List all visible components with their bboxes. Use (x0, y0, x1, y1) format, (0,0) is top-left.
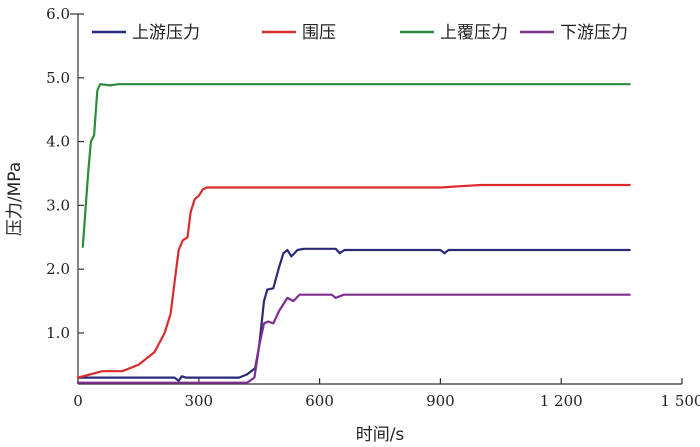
axes (70, 13, 682, 385)
y-tick-label: 2.0 (46, 260, 70, 278)
x-tick-label: 0 (73, 392, 83, 410)
legend-label-1: 上游压力 (132, 23, 200, 43)
legend-label-4: 下游压力 (560, 23, 628, 43)
x-tick-label: 600 (305, 392, 334, 410)
y-tick-label: 3.0 (46, 196, 70, 214)
legend: 上游压力 围压 上覆压力 下游压力 (92, 23, 628, 43)
y-axis-title: 压力/MPa (5, 162, 25, 236)
x-ticks: 0 300 600 900 1 200 1 500 (73, 378, 700, 410)
series-line-2 (76, 183, 631, 379)
y-tick-label: 5.0 (46, 69, 70, 87)
x-tick-label: 1 500 (661, 392, 700, 410)
series-line-4 (76, 293, 631, 384)
series-line-3 (81, 83, 631, 248)
y-ticks: 1.0 2.0 3.0 4.0 5.0 6.0 (46, 5, 84, 342)
x-tick-label: 300 (184, 392, 213, 410)
series-line-1 (76, 247, 631, 382)
legend-label-3: 上覆压力 (440, 23, 508, 43)
x-axis-title: 时间/s (356, 425, 405, 445)
x-tick-label: 1 200 (540, 392, 583, 410)
y-tick-label: 4.0 (46, 133, 70, 151)
legend-label-2: 围压 (302, 23, 336, 43)
y-tick-label: 6.0 (46, 5, 70, 23)
series-lines (76, 83, 631, 384)
x-tick-label: 900 (426, 392, 455, 410)
y-tick-label: 1.0 (46, 324, 70, 342)
